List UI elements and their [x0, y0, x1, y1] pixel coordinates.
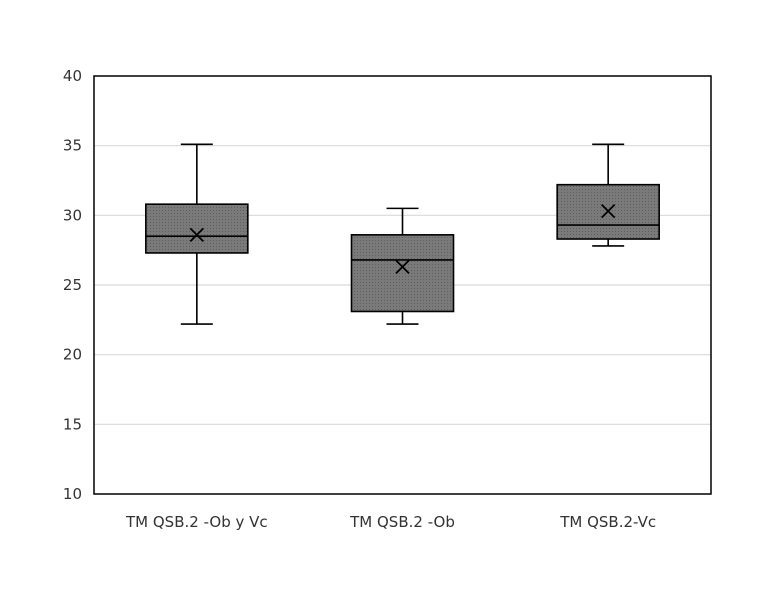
y-tick-label: 30 [63, 206, 82, 224]
plot-area-frame [93, 75, 712, 495]
mean-marker [601, 204, 616, 219]
iqr-box [145, 203, 249, 254]
y-tick-label: 35 [63, 137, 82, 155]
y-tick-label: 10 [63, 485, 82, 503]
y-axis-tick-labels: 10 15 20 25 30 35 40 [63, 67, 82, 503]
box-series [145, 143, 660, 325]
mean-marker [395, 259, 410, 275]
box-group-2 [350, 207, 455, 325]
y-tick-label: 25 [63, 276, 82, 294]
iqr-box [350, 234, 455, 313]
y-tick-label: 15 [63, 415, 82, 433]
mean-marker [189, 227, 204, 242]
box-group-1 [145, 143, 249, 325]
x-axis-category-labels: TM QSB.2 -Ob y Vc TM QSB.2 -Ob TM QSB.2-Vc [125, 513, 656, 531]
box-group-3 [556, 143, 660, 247]
x-category-label: TM QSB.2 -Ob [349, 513, 455, 531]
y-tick-label: 20 [63, 346, 82, 364]
y-tick-label: 40 [63, 67, 82, 85]
x-category-label: TM QSB.2-Vc [559, 513, 656, 531]
x-category-label: TM QSB.2 -Ob y Vc [125, 513, 268, 531]
